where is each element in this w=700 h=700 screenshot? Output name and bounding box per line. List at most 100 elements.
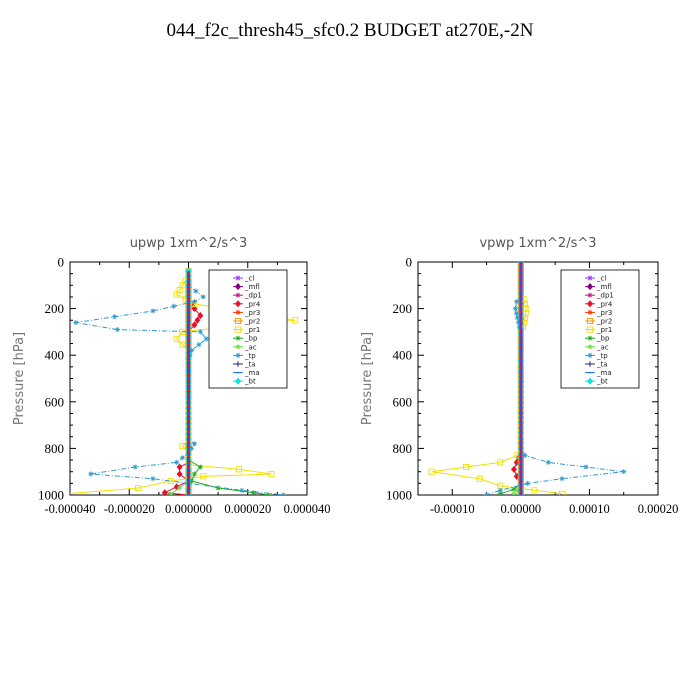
seriestp-marker — [150, 476, 156, 482]
legend-item: _ma — [233, 369, 260, 377]
legend-item: _mfl — [585, 283, 612, 291]
y-tick-label: 400 — [45, 348, 65, 363]
seriesbp-marker — [197, 464, 203, 470]
seriestp-marker — [280, 492, 286, 495]
legend-label: _cl — [596, 275, 606, 283]
series-layer — [70, 267, 299, 495]
x-tick-label: -0.000040 — [44, 502, 95, 516]
y-tick-label: 200 — [393, 301, 413, 316]
y-axis-label: Pressure [hPa] — [360, 332, 375, 425]
seriestp-marker — [179, 455, 186, 461]
page-title: 044_f2c_thresh45_sfc0.2 BUDGET at270E,-2… — [166, 20, 534, 41]
legend-item: _ta — [585, 361, 608, 369]
legend-marker — [587, 344, 593, 350]
seriestp-marker — [514, 299, 520, 305]
seriestp-marker — [73, 319, 79, 326]
seriespr1-marker — [476, 475, 483, 482]
seriestp-marker — [188, 347, 195, 354]
legend-label: _pr4 — [596, 300, 613, 308]
seriespr1-marker — [531, 487, 538, 494]
seriespr4 — [161, 295, 204, 495]
legend-item: _ta — [233, 361, 256, 369]
seriespr1-marker — [558, 490, 566, 495]
seriestp-marker — [545, 459, 551, 465]
legend-marker — [587, 275, 593, 281]
seriesbp-marker — [215, 485, 221, 491]
legend-label: _cl — [244, 275, 254, 283]
legend-item: _dp1 — [585, 292, 614, 300]
seriespr4-marker — [161, 489, 168, 495]
legend-label: _tp — [596, 352, 608, 360]
legend-label: _dp1 — [244, 292, 262, 300]
legend-item: _pr1 — [585, 326, 612, 334]
legend-marker — [235, 283, 241, 291]
x-tick-label: 0.00010 — [569, 502, 610, 516]
seriestp-marker — [197, 329, 203, 335]
x-tick-label: 0.00020 — [638, 502, 679, 516]
legend-marker — [587, 292, 593, 298]
legend-item: _cl — [585, 275, 606, 283]
seriestp-marker — [174, 459, 180, 465]
seriespr1-marker — [235, 466, 242, 473]
x-tick-label: -0.00010 — [430, 502, 475, 516]
legend-item: _ac — [233, 343, 257, 351]
legend-label: _pr4 — [244, 300, 261, 308]
legend-marker — [234, 317, 242, 325]
seriestp-marker — [200, 294, 206, 300]
legend-box — [208, 269, 288, 389]
legend: _cl_mfl_dp1_pr4_pr3_pr2_pr1_bp_ac_tp_ta_… — [560, 269, 640, 389]
legend-label: _mfl — [596, 283, 612, 291]
seriestp-marker — [191, 441, 198, 447]
legend-item: _pr2 — [585, 318, 612, 326]
seriespr1-marker — [135, 484, 142, 492]
seriespr1-marker — [173, 335, 180, 342]
y-axis-label: Pressure [hPa] — [12, 332, 27, 425]
legend-item: _bt — [585, 377, 608, 386]
legend-label: _ta — [596, 361, 608, 369]
legend-marker — [587, 300, 593, 308]
seriespr4-marker — [191, 321, 198, 329]
seriestp-marker — [132, 464, 138, 470]
seriestp-marker — [111, 314, 118, 320]
seriesbp-marker — [497, 491, 503, 495]
x-tick-label: 0.000000 — [165, 502, 212, 516]
seriespr1-marker — [497, 459, 504, 466]
legend-marker — [235, 344, 241, 350]
legend-marker — [235, 275, 241, 281]
x-tick-label: -0.000020 — [104, 502, 155, 516]
seriespr4-marker — [191, 305, 198, 313]
legend-marker — [587, 335, 593, 341]
seriesac-marker — [168, 491, 174, 495]
legend-item: _ac — [585, 343, 609, 351]
seriespr1-marker — [179, 443, 186, 450]
series-layer — [428, 262, 627, 495]
legend-box — [560, 269, 640, 389]
seriespr1-marker — [292, 317, 299, 324]
x-tick-label: 0.000020 — [224, 502, 271, 516]
y-tick-label: 800 — [393, 441, 413, 456]
legend-item: _pr4 — [233, 300, 261, 308]
seriespr1-marker — [70, 490, 71, 495]
legend-label: _pr1 — [596, 326, 612, 334]
legend-label: _ac — [244, 343, 257, 351]
seriestp-marker — [188, 445, 195, 451]
legend-label: _ma — [596, 369, 612, 377]
legend-item: _bp — [585, 335, 610, 343]
chart-panel-2: vpwp 1xm^2/s^3 Pressure [hPa] 0 200 400 600 80… — [360, 236, 678, 516]
seriespr1-marker — [179, 341, 186, 348]
y-tick-label: 0 — [406, 255, 413, 270]
legend-marker — [587, 361, 593, 367]
legend-item: _pr3 — [585, 309, 612, 317]
legend-item: _pr1 — [233, 326, 260, 334]
seriestp-marker — [583, 464, 589, 470]
legend-item: _pr4 — [585, 300, 613, 308]
seriesbp-marker — [188, 478, 195, 484]
legend-marker — [586, 317, 594, 325]
seriespr4-marker — [511, 465, 517, 473]
legend-marker — [235, 300, 241, 308]
legend-marker — [235, 352, 241, 358]
y-tick-label: 1000 — [386, 488, 412, 503]
x-tick-label: 0.000040 — [284, 502, 331, 516]
seriesbp-marker — [191, 471, 198, 477]
seriestp-marker — [239, 487, 245, 493]
